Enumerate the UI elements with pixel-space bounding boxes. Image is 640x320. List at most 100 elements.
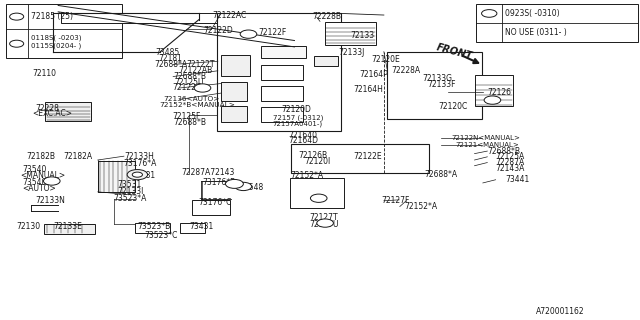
- Circle shape: [132, 172, 143, 177]
- Bar: [261, 65, 303, 80]
- Text: 72688*A: 72688*A: [425, 170, 458, 179]
- Text: 72133F: 72133F: [428, 80, 456, 89]
- Text: 1: 1: [15, 14, 19, 20]
- Text: 72110: 72110: [33, 69, 56, 78]
- Text: 72133I: 72133I: [118, 188, 144, 196]
- Text: 72122D: 72122D: [204, 26, 234, 35]
- Text: 72228B: 72228B: [312, 12, 341, 21]
- Text: <AUTO>: <AUTO>: [22, 184, 56, 193]
- Text: NO USE (0311- ): NO USE (0311- ): [505, 28, 567, 37]
- Text: <EXC.AC>: <EXC.AC>: [33, 109, 72, 118]
- Text: 73540B: 73540B: [22, 179, 52, 188]
- Text: 0118S( -0203): 0118S( -0203): [31, 34, 81, 41]
- Text: 72121<MANUAL>: 72121<MANUAL>: [456, 142, 519, 148]
- Text: 1: 1: [490, 98, 494, 103]
- Text: 72120E: 72120E: [371, 55, 400, 64]
- Text: 72133G: 72133G: [422, 74, 452, 83]
- Text: 72130: 72130: [17, 222, 41, 231]
- Text: 72120C: 72120C: [439, 102, 468, 111]
- Text: 72157A0401-): 72157A0401-): [273, 120, 323, 127]
- Text: 3: 3: [317, 196, 321, 201]
- Text: FRONT: FRONT: [435, 42, 474, 61]
- Text: 72688*B: 72688*B: [487, 147, 520, 156]
- Circle shape: [225, 180, 243, 188]
- Text: 73523*A: 73523*A: [114, 194, 147, 204]
- Bar: [179, 223, 205, 233]
- Text: 73523*C: 73523*C: [145, 231, 178, 240]
- Text: 72122T: 72122T: [186, 60, 214, 69]
- Text: 72157 (-0312): 72157 (-0312): [273, 115, 323, 121]
- Text: 72688*B: 72688*B: [173, 72, 206, 81]
- Bar: [261, 46, 306, 58]
- Circle shape: [310, 194, 327, 202]
- Text: 0115S(0204- ): 0115S(0204- ): [31, 42, 81, 49]
- Text: 2: 2: [15, 41, 19, 47]
- Text: 73485: 73485: [156, 48, 179, 57]
- Text: 72127U: 72127U: [310, 220, 339, 229]
- Text: 72152*B<MANUAL>: 72152*B<MANUAL>: [159, 102, 235, 108]
- Text: 73781: 73781: [132, 171, 156, 180]
- Text: 72688*B: 72688*B: [173, 117, 206, 127]
- Bar: [6, 4, 122, 58]
- Text: 0923S( -0310): 0923S( -0310): [505, 9, 560, 18]
- Text: 72164D: 72164D: [288, 136, 318, 145]
- Circle shape: [194, 84, 211, 92]
- Text: 72143A: 72143A: [495, 164, 525, 173]
- Text: 72122AB: 72122AB: [178, 66, 212, 75]
- Bar: [476, 4, 638, 42]
- Text: 72185 (25): 72185 (25): [31, 12, 73, 21]
- Circle shape: [127, 170, 148, 180]
- Text: 72164P: 72164P: [360, 70, 388, 79]
- Bar: [45, 102, 92, 121]
- Text: 72182A: 72182A: [63, 152, 92, 161]
- Text: 72122E: 72122E: [353, 152, 382, 161]
- Text: 3: 3: [487, 11, 492, 16]
- Polygon shape: [61, 13, 282, 23]
- Text: 73523*B: 73523*B: [138, 222, 171, 231]
- Text: 72287A: 72287A: [495, 158, 525, 167]
- Circle shape: [44, 177, 60, 185]
- Circle shape: [10, 40, 24, 47]
- Bar: [291, 144, 429, 173]
- Text: 72126: 72126: [487, 88, 511, 97]
- Text: 72136<AUTO>: 72136<AUTO>: [164, 96, 220, 102]
- Text: 72133E: 72133E: [53, 222, 82, 231]
- Text: 72182B: 72182B: [26, 152, 55, 161]
- Bar: [314, 56, 338, 66]
- Bar: [221, 106, 246, 122]
- Text: 73431: 73431: [189, 222, 214, 231]
- Text: 72122AC: 72122AC: [212, 12, 247, 20]
- Text: 73540: 73540: [22, 165, 47, 174]
- Text: 73531: 73531: [118, 180, 142, 189]
- Text: 73548: 73548: [239, 183, 264, 192]
- Text: 72120D: 72120D: [282, 105, 312, 114]
- Text: 72133J: 72133J: [338, 48, 364, 57]
- Bar: [325, 22, 376, 45]
- Text: 721640: 721640: [288, 131, 317, 140]
- Text: 72125F: 72125F: [172, 112, 200, 121]
- Text: 73441: 73441: [505, 175, 529, 184]
- Bar: [474, 75, 513, 107]
- Circle shape: [317, 219, 333, 227]
- Text: 72122F: 72122F: [259, 28, 287, 37]
- Circle shape: [484, 96, 500, 104]
- Bar: [135, 223, 170, 233]
- Circle shape: [10, 13, 24, 20]
- Text: 72152*A: 72152*A: [291, 172, 324, 180]
- Text: 72126B: 72126B: [298, 151, 328, 160]
- Bar: [290, 178, 344, 208]
- Text: 72122N<MANUAL>: 72122N<MANUAL>: [452, 135, 520, 141]
- Text: <MANUAL>: <MANUAL>: [20, 171, 66, 180]
- Text: 72127F: 72127F: [381, 196, 410, 205]
- Circle shape: [240, 30, 257, 38]
- Text: 1: 1: [323, 220, 327, 226]
- Text: 72152*A: 72152*A: [404, 202, 437, 211]
- Text: 2: 2: [241, 184, 245, 189]
- Text: 72228: 72228: [36, 104, 60, 113]
- Bar: [221, 82, 246, 101]
- Text: 72133: 72133: [351, 31, 375, 40]
- Text: 72127T: 72127T: [310, 213, 339, 222]
- Text: 72688*A: 72688*A: [154, 60, 187, 69]
- Bar: [44, 224, 95, 234]
- Text: 72181: 72181: [159, 53, 182, 62]
